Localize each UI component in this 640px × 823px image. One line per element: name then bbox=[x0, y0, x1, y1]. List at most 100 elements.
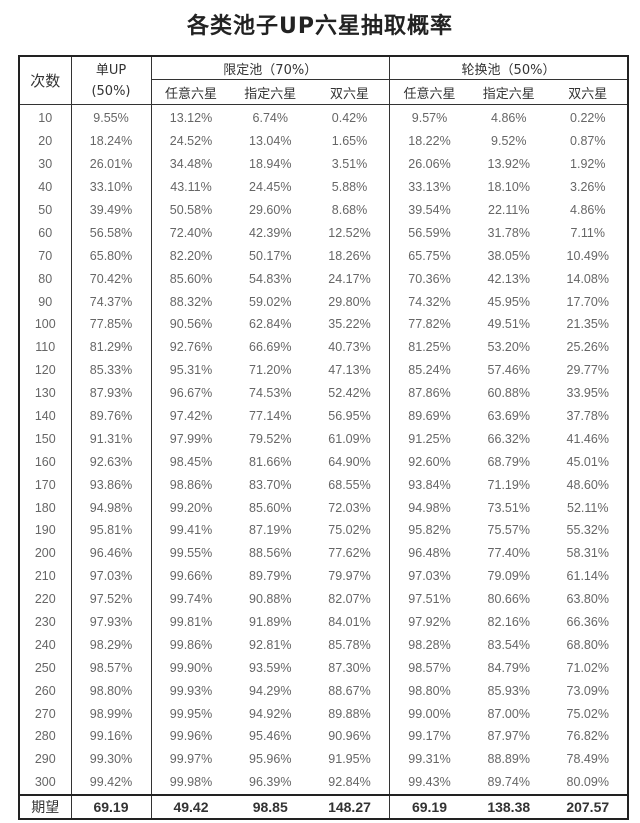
cell-limited-specific: 24.45% bbox=[249, 180, 292, 195]
cell-rotation-specific: 53.20% bbox=[487, 340, 530, 355]
cell-rotation-double: 71.02% bbox=[566, 660, 609, 675]
cell-single-up: 33.10% bbox=[70, 175, 151, 199]
cell-rotation-double: 7.11% bbox=[570, 225, 605, 240]
cell-count: 120 bbox=[34, 363, 56, 378]
cell-limited-specific: 81.66% bbox=[249, 454, 292, 469]
table-row: 120 85.33% 95.31% 71.20% 47.13% 85.24% 57.46% 2… bbox=[19, 358, 628, 382]
table-row: 270 98.99% 99.95% 94.92% 89.88% 99.00% 87.00% 7… bbox=[19, 702, 628, 726]
cell-rotation-double: 0.87% bbox=[570, 134, 606, 149]
header-rotation-pool: 轮换池（50%） bbox=[389, 56, 628, 80]
table-row: 260 98.80% 99.93% 94.29% 88.67% 98.80% 85.93% 7… bbox=[19, 679, 628, 703]
cell-count: 190 bbox=[34, 523, 56, 538]
cell-limited-any: 99.41% bbox=[150, 519, 231, 542]
cell-rotation-double: 21.35% bbox=[566, 317, 609, 332]
cell-limited-double: 85.78% bbox=[328, 637, 371, 652]
cell-limited-specific: 96.39% bbox=[249, 775, 292, 790]
cell-single-up: 91.31% bbox=[70, 427, 151, 451]
cell-limited-any: 50.58% bbox=[150, 198, 231, 222]
table-row: 10 9.55% 13.12% 6.74% 0.42% 9.57% 4.86% 0.22% bbox=[19, 104, 628, 130]
table-row: 250 98.57% 99.90% 93.59% 87.30% 98.57% 84.79% 7… bbox=[19, 656, 628, 680]
cell-rotation-specific: 22.11% bbox=[488, 203, 530, 217]
cell-rotation-double: 78.49% bbox=[566, 752, 609, 767]
cell-limited-any: 98.86% bbox=[150, 473, 231, 497]
cell-rotation-any: 33.13% bbox=[389, 175, 469, 199]
table-row: 60 56.58% 72.40% 42.39% 12.52% 56.59% 31.78% 7.… bbox=[19, 221, 628, 245]
cell-count: 20 bbox=[38, 134, 53, 149]
expectation-count: 期望 bbox=[19, 793, 71, 819]
table-row: 240 98.29% 99.86% 92.81% 85.78% 98.28% 83.54% 6… bbox=[19, 633, 628, 657]
cell-rotation-specific: 60.88% bbox=[487, 386, 530, 401]
table-row: 110 81.29% 92.76% 66.69% 40.73% 81.25% 53.20% 2… bbox=[19, 335, 628, 359]
header-single-up-rate: (50%) bbox=[70, 79, 151, 105]
cell-single-up: 94.98% bbox=[70, 496, 151, 520]
page-title: 各类池子UP六星抽取概率 bbox=[187, 14, 453, 39]
cell-rotation-specific: 13.92% bbox=[487, 157, 530, 172]
cell-single-up: 74.37% bbox=[70, 290, 151, 314]
cell-count: 80 bbox=[38, 271, 53, 286]
cell-limited-double: 1.65% bbox=[331, 134, 368, 149]
table-row: 180 94.98% 99.20% 85.60% 72.03% 94.98% 73.51% 5… bbox=[19, 496, 628, 520]
probability-table: 次数 单UP 限定池（70%） 轮换池（50%） (50%) 任意六星 指定六星… bbox=[18, 55, 629, 820]
cell-limited-any: 24.52% bbox=[150, 129, 231, 153]
cell-limited-specific: 94.92% bbox=[249, 706, 292, 721]
cell-count: 100 bbox=[34, 317, 56, 332]
cell-rotation-any: 96.48% bbox=[389, 541, 469, 565]
cell-limited-double: 82.07% bbox=[328, 592, 371, 607]
expectation-single-up: 69.19 bbox=[70, 793, 151, 819]
cell-limited-any: 99.20% bbox=[150, 496, 231, 520]
cell-limited-any: 99.98% bbox=[150, 770, 231, 795]
cell-limited-specific: 95.96% bbox=[249, 752, 292, 767]
cell-limited-specific: 74.53% bbox=[249, 386, 292, 401]
cell-limited-any: 13.12% bbox=[150, 104, 231, 130]
cell-single-up: 89.76% bbox=[70, 404, 151, 428]
cell-limited-specific: 93.59% bbox=[249, 660, 292, 675]
cell-rotation-specific: 9.52% bbox=[491, 134, 527, 149]
cell-rotation-any: 39.54% bbox=[389, 198, 469, 222]
cell-rotation-specific: 85.93% bbox=[487, 683, 530, 698]
cell-rotation-double: 58.31% bbox=[566, 546, 609, 561]
expectation-row: 期望 69.19 49.42 98.85 148.27 69.19 138.38 207.57 bbox=[19, 793, 628, 819]
cell-count: 40 bbox=[38, 180, 53, 195]
cell-limited-any: 95.31% bbox=[150, 358, 231, 382]
cell-limited-any: 85.60% bbox=[150, 267, 231, 291]
cell-limited-any: 88.32% bbox=[150, 290, 231, 314]
cell-rotation-any: 70.36% bbox=[389, 267, 469, 291]
table-row: 170 93.86% 98.86% 83.70% 68.55% 93.84% 71.19% 4… bbox=[19, 473, 628, 497]
table-row: 40 33.10% 43.11% 24.45% 5.88% 33.13% 18.10% 3.2… bbox=[19, 175, 628, 199]
table-row: 300 99.42% 99.98% 96.39% 92.84% 99.43% 89.74% 8… bbox=[19, 770, 628, 795]
cell-count: 230 bbox=[34, 615, 56, 630]
table-row: 190 95.81% 99.41% 87.19% 75.02% 95.82% 75.57% 5… bbox=[19, 519, 628, 542]
expectation-limited-any: 49.42 bbox=[150, 793, 231, 819]
table-row: 220 97.52% 99.74% 90.88% 82.07% 97.51% 80.66% 6… bbox=[19, 587, 628, 611]
table-row: 200 96.46% 99.55% 88.56% 77.62% 96.48% 77.40% 5… bbox=[19, 541, 628, 565]
cell-limited-double: 92.84% bbox=[328, 775, 371, 790]
cell-rotation-specific: 73.51% bbox=[487, 500, 530, 515]
cell-rotation-double: 17.70% bbox=[566, 294, 609, 309]
cell-rotation-specific: 57.46% bbox=[487, 363, 530, 378]
cell-rotation-double: 66.36% bbox=[566, 615, 609, 630]
cell-rotation-specific: 75.57% bbox=[487, 523, 530, 538]
cell-single-up: 18.24% bbox=[70, 129, 151, 153]
cell-rotation-any: 99.43% bbox=[389, 770, 469, 795]
cell-rotation-specific: 87.00% bbox=[487, 706, 530, 721]
cell-limited-double: 61.09% bbox=[328, 431, 371, 446]
cell-rotation-any: 94.98% bbox=[389, 496, 469, 520]
cell-rotation-double: 68.80% bbox=[566, 637, 609, 652]
cell-count: 290 bbox=[34, 752, 56, 767]
table-row: 130 87.93% 96.67% 74.53% 52.42% 87.86% 60.88% 3… bbox=[19, 381, 628, 405]
cell-limited-any: 99.55% bbox=[150, 541, 231, 565]
cell-rotation-specific: 89.74% bbox=[487, 775, 530, 790]
cell-count: 140 bbox=[34, 409, 56, 424]
cell-limited-specific: 91.89% bbox=[249, 615, 292, 630]
cell-rotation-any: 98.80% bbox=[389, 679, 469, 703]
header-rotation-specific: 指定六星 bbox=[482, 86, 535, 102]
cell-limited-any: 90.56% bbox=[150, 313, 231, 336]
cell-limited-double: 90.96% bbox=[328, 729, 371, 744]
header-count: 次数 bbox=[30, 72, 61, 90]
cell-rotation-specific: 18.10% bbox=[487, 180, 530, 195]
cell-limited-specific: 29.60% bbox=[249, 203, 292, 217]
cell-limited-specific: 83.70% bbox=[249, 477, 292, 492]
cell-rotation-any: 74.32% bbox=[389, 290, 469, 314]
cell-limited-specific: 77.14% bbox=[249, 409, 292, 424]
cell-limited-double: 29.80% bbox=[328, 294, 371, 309]
